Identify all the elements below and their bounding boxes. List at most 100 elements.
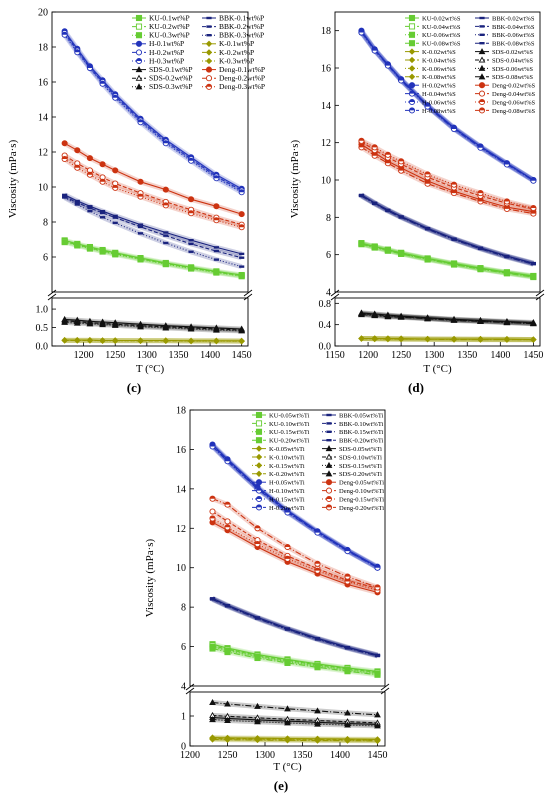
x-tick-label: 1450 [523, 350, 543, 361]
x-tick-label: 1300 [137, 350, 157, 361]
legend-entry: SDS-0.1wt%P [149, 65, 193, 74]
legend-entry: K-0.3wt%P [219, 56, 254, 65]
legend-entry: KU-0.1wt%P [149, 13, 190, 22]
series-deng-0-2wt-p [61, 152, 245, 228]
x-tick-label: 1250 [105, 350, 125, 361]
panel-label-c: (c) [127, 380, 141, 395]
data-point [137, 178, 144, 185]
data-point [162, 337, 169, 344]
legend-marker [478, 73, 486, 80]
data-point [477, 247, 484, 251]
legend-entry: Deng-0.10wt%Ti [339, 488, 384, 495]
axis-break-mark [535, 293, 545, 301]
data-point [450, 316, 458, 323]
series-line [64, 30, 242, 190]
data-point [477, 266, 484, 273]
legend-entry: K-0.04wt%S [422, 57, 456, 64]
data-point [188, 250, 194, 253]
legend-entry: BBK-0.04wt%S [492, 24, 535, 31]
legend-entry: H-0.08wt%S [422, 108, 456, 115]
data-point [209, 736, 216, 743]
legend-entry: SDS-0.05wt%Ti [339, 446, 382, 453]
x-tick-label: 1400 [200, 350, 220, 361]
data-point [224, 700, 231, 707]
y-tick-label: 6 [43, 253, 48, 264]
legend-entry: SDS-0.02wt%S [492, 49, 533, 56]
series-deng-0-06wt-s [358, 137, 537, 212]
data-point [163, 241, 169, 245]
series-line [64, 339, 242, 342]
legend-entry: SDS-0.3wt%P [149, 82, 193, 91]
legend-marker [408, 23, 416, 30]
legend-marker [206, 16, 212, 20]
legend-entry: BBK-0.2wt%P [219, 22, 264, 31]
data-point [99, 211, 106, 215]
data-point [477, 317, 484, 324]
x-axis-label: T (°C) [423, 363, 452, 375]
data-point [358, 335, 365, 342]
series-line [361, 243, 534, 278]
data-point [188, 239, 194, 242]
legend-entry: Deng-0.2wt%P [219, 74, 265, 83]
legend-marker [326, 439, 332, 442]
data-point [99, 321, 106, 328]
data-point [254, 654, 261, 662]
data-point [424, 256, 431, 263]
series-bbk-0-20wt-ti [209, 597, 381, 659]
x-tick-label: 1450 [368, 750, 388, 761]
data-point [74, 199, 80, 203]
data-point [254, 617, 261, 620]
data-point [74, 242, 81, 249]
series-band [63, 156, 243, 230]
axis-break-mark [535, 289, 545, 297]
legend-entry: K-0.02wt%S [422, 49, 456, 56]
series-h-0-08wt-s [358, 29, 537, 184]
data-point [424, 315, 431, 322]
legend-marker [255, 420, 263, 427]
x-tick-label: 1200 [180, 750, 200, 761]
data-point [188, 265, 195, 272]
legend-marker [408, 56, 416, 64]
data-point [112, 216, 118, 219]
legend-marker [135, 66, 143, 73]
axis-break-mark [47, 289, 57, 297]
y-tick-label: 10 [38, 183, 48, 194]
legend-marker [478, 56, 486, 63]
x-tick-label: 1200 [358, 350, 378, 361]
data-point [344, 737, 351, 744]
series-sds-0-08wt-s [358, 311, 537, 327]
data-point [358, 194, 365, 198]
legend-entry: H-0.3wt%P [149, 56, 184, 65]
data-point [61, 318, 69, 325]
y-axis-label: Viscosity (mPa·s) [7, 139, 19, 218]
data-point [530, 274, 537, 281]
legend-marker [479, 16, 485, 20]
legend-entry: BBK-0.10wt%Ti [339, 421, 384, 428]
legend-entry: H-0.15wt%Ti [269, 496, 305, 503]
data-point [238, 211, 245, 218]
data-point [503, 270, 510, 277]
chart-panel-c: 6 8 10 12 14 16 18 20 0.0 0.5 1.0 1200 1250 1300 1350 1… [7, 8, 265, 376]
data-point [213, 249, 219, 253]
legend-marker [478, 48, 486, 55]
y-tick-label: 18 [321, 26, 331, 37]
data-point [239, 252, 245, 256]
y-tick-label: 6 [181, 642, 186, 653]
data-point [371, 312, 379, 319]
legend-marker [135, 49, 143, 56]
axis-break-mark [47, 293, 57, 301]
series-sds-0-3wt-p [61, 318, 246, 334]
series-line [64, 34, 242, 193]
y-tick-label: 14 [176, 484, 186, 495]
legend-marker [206, 25, 212, 28]
data-point [87, 205, 93, 208]
legend-marker [325, 487, 333, 494]
axis-break-mark [380, 683, 390, 691]
data-point [209, 508, 216, 515]
data-point [74, 337, 81, 344]
legend-entry: H-0.06wt%S [422, 99, 456, 106]
legend-marker [255, 462, 263, 469]
data-point [371, 335, 378, 343]
axis-break-mark [243, 293, 253, 301]
y-tick-label: 18 [38, 43, 48, 54]
